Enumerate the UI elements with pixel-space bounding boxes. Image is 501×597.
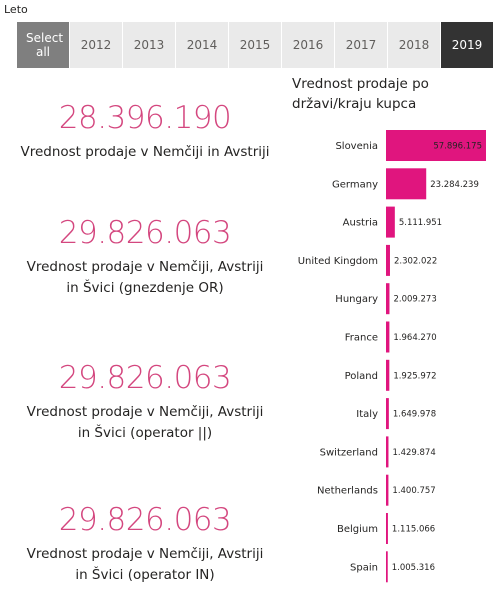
slicer-year-tile[interactable]: 2018 — [388, 22, 441, 68]
bar[interactable] — [386, 168, 427, 200]
data-label: 2.302.022 — [394, 256, 437, 266]
data-label: 1.649.978 — [393, 410, 436, 420]
slicer-year-tile[interactable]: 2016 — [282, 22, 335, 68]
year-slicer: Select all 2012 2013 2014 2015 2016 2017… — [17, 22, 493, 68]
bar[interactable] — [386, 398, 389, 430]
category-label: Germany — [332, 179, 378, 190]
bar[interactable] — [386, 513, 388, 544]
kpi-value: 29.826.063 — [58, 360, 232, 396]
data-label: 1.115.066 — [392, 525, 435, 535]
slicer-year-label: 2017 — [345, 38, 377, 52]
slicer-year-label: 2012 — [80, 38, 112, 52]
kpi-label: Vrednost prodaje v Nemčiji, Avstriji in … — [26, 546, 264, 583]
category-label: Slovenia — [335, 141, 378, 152]
category-label: United Kingdom — [298, 256, 378, 267]
kpi-value: 29.826.063 — [58, 215, 232, 251]
slicer-year-tile[interactable]: 2013 — [123, 22, 176, 68]
kpi-value: 28.396.190 — [58, 100, 232, 136]
slicer-year-label: 2014 — [186, 38, 218, 52]
kpi-card: 29.826.063 Vrednost prodaje v Nemčiji, A… — [0, 360, 290, 444]
data-label: 1.925.972 — [393, 371, 436, 381]
category-label: Spain — [350, 562, 378, 573]
bar-chart: Slovenia 57.896.175 Germany 23.284.239 Austr… — [298, 130, 486, 583]
slicer-year-tile[interactable]: 2014 — [176, 22, 229, 68]
bar[interactable] — [386, 283, 390, 315]
category-label: Netherlands — [317, 486, 378, 497]
category-label: Poland — [345, 371, 378, 382]
bar[interactable] — [386, 244, 390, 276]
chart-title: Vrednost prodaje po državi/kraju kupca — [292, 76, 429, 112]
slicer-title: Leto — [4, 3, 28, 16]
slicer-year-label: 2019 — [451, 38, 483, 52]
kpi-label: Vrednost prodaje v Nemčiji, Avstriji in … — [26, 259, 264, 296]
kpi-label: Vrednost prodaje v Nemčiji in Avstriji — [20, 144, 270, 160]
slicer-year-tile-selected[interactable]: 2019 — [441, 22, 493, 68]
category-label: Switzerland — [320, 447, 378, 458]
bar[interactable] — [386, 206, 395, 238]
data-label: 1.429.874 — [392, 448, 435, 458]
data-label: 5.111.951 — [399, 218, 442, 228]
category-label: Hungary — [335, 294, 378, 305]
kpi-card: 29.826.063 Vrednost prodaje v Nemčiji, A… — [0, 215, 290, 299]
kpi-card: 29.826.063 Vrednost prodaje v Nemčiji, A… — [0, 502, 290, 586]
slicer-year-tile[interactable]: 2015 — [229, 22, 282, 68]
data-label: 23.284.239 — [430, 180, 479, 190]
data-label: 1.400.757 — [392, 486, 435, 496]
kpi-value: 29.826.063 — [58, 502, 232, 538]
data-label: 57.896.175 — [433, 142, 482, 152]
slicer-year-tile[interactable]: 2017 — [335, 22, 388, 68]
bar[interactable] — [386, 436, 389, 468]
bar[interactable] — [386, 321, 390, 353]
slicer-year-label: 2013 — [133, 38, 165, 52]
category-label: Austria — [343, 218, 378, 229]
slicer-year-label: 2018 — [398, 38, 430, 52]
category-label: France — [345, 333, 378, 344]
kpi-label: Vrednost prodaje v Nemčiji, Avstriji in … — [26, 404, 264, 441]
data-label: 1.005.316 — [392, 563, 435, 573]
slicer-select-all[interactable]: Select all — [17, 22, 70, 68]
slicer-year-tile[interactable]: 2012 — [70, 22, 123, 68]
bar[interactable] — [386, 359, 390, 391]
category-label: Belgium — [337, 524, 378, 535]
kpi-card: 28.396.190 Vrednost prodaje v Nemčiji in… — [0, 100, 290, 163]
slicer-year-label: 2015 — [239, 38, 271, 52]
bar[interactable] — [386, 551, 388, 583]
slicer-year-label: 2016 — [292, 38, 324, 52]
bar[interactable] — [386, 130, 486, 161]
slicer-select-all-label: Select all — [26, 31, 64, 59]
data-label: 2.009.273 — [393, 295, 436, 305]
bar[interactable] — [386, 474, 389, 506]
category-label: Italy — [356, 409, 378, 420]
data-label: 1.964.270 — [393, 333, 436, 343]
